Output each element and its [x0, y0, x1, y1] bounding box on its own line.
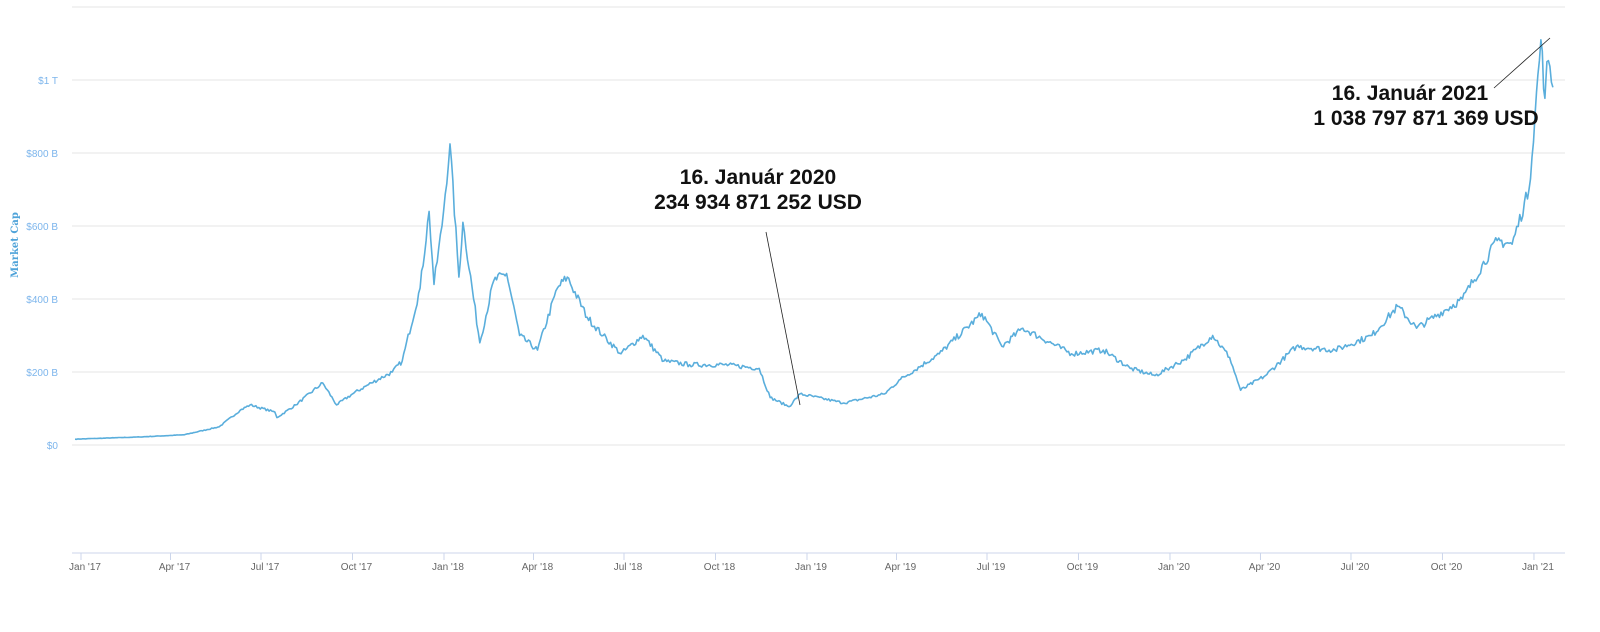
annotation-pointer-2021 [1493, 37, 1551, 89]
annotation-2020-value: 234 934 871 252 USD [654, 191, 862, 214]
x-tick-label: Apr '17 [159, 562, 191, 573]
x-tick-label: Oct '17 [341, 562, 373, 573]
x-tick-label: Apr '20 [1249, 562, 1281, 573]
y-tick-label: $400 B [26, 295, 58, 306]
annotation-2020-date: 16. Január 2020 [680, 166, 836, 189]
y-tick-label: $0 [47, 441, 59, 452]
y-axis-label: Market Cap [10, 212, 21, 278]
x-tick-label: Jul '17 [251, 562, 280, 573]
x-tick-label: Apr '19 [885, 562, 917, 573]
x-tick-label: Jul '19 [977, 562, 1006, 573]
annotations: 16. Január 2020 234 934 871 252 USD 16. … [654, 37, 1551, 406]
annotation-2021-date: 16. Január 2021 [1332, 82, 1489, 105]
annotation-2021-value: 1 038 797 871 369 USD [1313, 107, 1538, 130]
y-tick-label: $1 T [38, 76, 58, 87]
x-tick-label: Jul '18 [614, 562, 643, 573]
y-tick-label: $600 B [26, 222, 58, 233]
x-tick-label: Apr '18 [522, 562, 554, 573]
x-tick-label: Oct '20 [1431, 562, 1463, 573]
x-tick-label: Jan '20 [1158, 562, 1190, 573]
x-axis: Jan '17 Apr '17 Jul '17 Oct '17 Jan '18 Apr '… [69, 552, 1565, 573]
x-tick-label: Jul '20 [1341, 562, 1370, 573]
x-tick-label: Jan '21 [1522, 562, 1554, 573]
market-cap-line [74, 39, 1554, 441]
x-tick-label: Oct '19 [1067, 562, 1099, 573]
x-tick-label: Jan '19 [795, 562, 827, 573]
annotation-pointer-2020 [765, 231, 801, 406]
y-tick-label: $200 B [26, 368, 58, 379]
x-tick-label: Jan '18 [432, 562, 464, 573]
y-tick-label: $800 B [26, 149, 58, 160]
x-tick-label: Oct '18 [704, 562, 736, 573]
grid-lines [72, 6, 1565, 446]
y-axis-ticks: $0 $200 B $400 B $600 B $800 B $1 T [26, 76, 58, 452]
x-tick-label: Jan '17 [69, 562, 101, 573]
